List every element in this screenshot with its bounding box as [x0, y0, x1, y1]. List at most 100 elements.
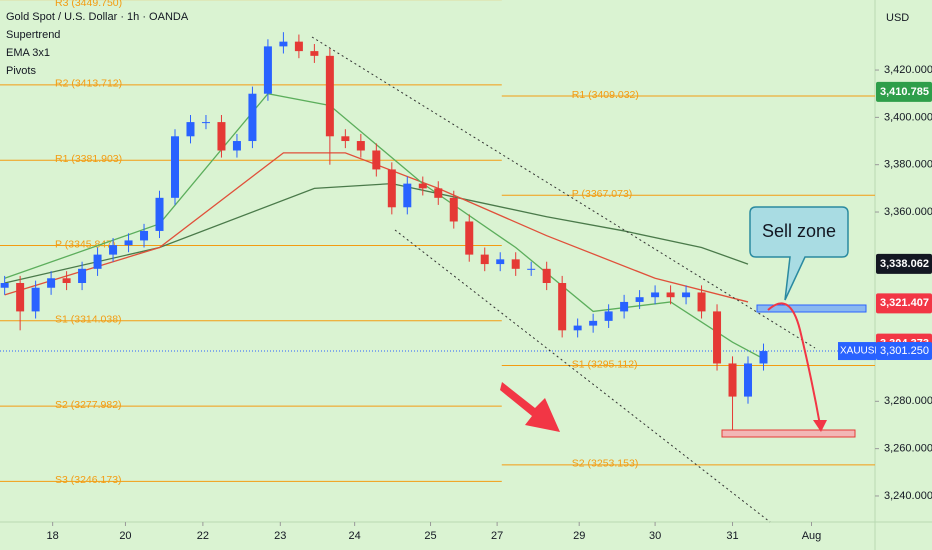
candle-body: [78, 268, 87, 284]
price-tag: [876, 342, 932, 361]
candle-body: [604, 311, 613, 321]
x-tick-label: 31: [726, 530, 738, 542]
candle-body: [372, 150, 381, 170]
candle-body: [558, 283, 567, 331]
price-tag-label: 3,301.250: [880, 345, 929, 357]
candle-body: [403, 183, 412, 208]
candle-body: [93, 254, 102, 269]
x-tick-label: 25: [424, 530, 436, 542]
candle-body: [635, 297, 644, 302]
currency-label: USD: [886, 12, 909, 24]
y-tick-label: 3,400.000: [884, 111, 932, 123]
price-tag-label: 3,410.785: [880, 86, 929, 98]
candle-body: [310, 51, 319, 56]
price-tag: [876, 81, 932, 102]
indicator-line: [4, 182, 749, 284]
legend-item: Supertrend: [6, 29, 60, 41]
candle-body: [186, 122, 195, 137]
down-arrow: [500, 382, 560, 432]
pivot-label: S1 (3314.038): [55, 314, 122, 326]
pivot-label: S2 (3277.982): [55, 399, 122, 411]
candle-body: [713, 311, 722, 364]
candle-body: [449, 197, 458, 222]
candle-body: [47, 278, 56, 288]
projection-arrow: [767, 302, 821, 426]
candle-body: [279, 41, 288, 47]
y-tick-label: 3,260.000: [884, 443, 932, 455]
symbol-tag-label: XAUUSD: [840, 346, 882, 357]
candle-body: [651, 292, 660, 298]
pivot-label: R2 (3413.712): [55, 78, 122, 90]
pivot-label: P (3345.847): [55, 238, 116, 250]
y-tick-label: 3,420.000: [884, 64, 932, 76]
candle-body: [682, 292, 691, 298]
pivot-label: R1 (3381.903): [55, 153, 122, 165]
price-tag-label: 3,338.062: [880, 258, 929, 270]
pivot-label: R1 (3409.032): [572, 89, 639, 101]
x-tick-label: Aug: [802, 530, 822, 542]
candle-body: [263, 46, 272, 94]
callout: [749, 206, 849, 301]
candle-body: [697, 292, 706, 312]
candle-body: [232, 141, 241, 151]
plot: R3 (3449.750) R2 (3413.712) R1 (3381.903) P…: [0, 0, 875, 486]
y-tick-label: 3,380.000: [884, 159, 932, 171]
y-tick-label: 3,280.000: [884, 395, 932, 407]
candle-body: [744, 363, 753, 397]
candle-body: [325, 55, 334, 137]
pivot-label: S2 (3253.153): [572, 458, 639, 470]
price-tag-label: 3,321.407: [880, 297, 929, 309]
target-box: [721, 429, 856, 438]
candle-body: [248, 93, 257, 142]
candle-body: [434, 188, 443, 198]
candle-body: [294, 41, 303, 52]
pivot-label: R3 (3449.750): [55, 0, 122, 9]
candle-body: [171, 136, 179, 198]
legend-item: Pivots: [6, 65, 36, 77]
chart-title: Gold Spot / U.S. Dollar · 1h · OANDA: [6, 11, 189, 23]
candle-body: [542, 268, 551, 284]
candle-body: [124, 240, 133, 246]
candle-body: [109, 245, 118, 255]
candle-body: [527, 268, 536, 270]
candle-body: [511, 259, 520, 269]
candle-body: [496, 259, 505, 265]
candle-body: [31, 287, 40, 312]
candle-body: [465, 221, 474, 255]
callout-text: Sell zone: [762, 221, 836, 241]
symbol-tag: [838, 342, 876, 361]
x-tick-label: 24: [349, 530, 361, 542]
candle-body: [666, 292, 675, 298]
x-tick-label: 23: [274, 530, 286, 542]
price-tag: [876, 293, 932, 314]
candle-body: [387, 169, 396, 208]
candle-body: [728, 363, 737, 397]
channel-line: [394, 229, 771, 523]
candle-body: [62, 278, 71, 284]
candle-body: [140, 230, 149, 241]
candle-body: [620, 301, 629, 312]
candle-body: [573, 325, 582, 331]
pivot-label: P (3367.073): [572, 188, 633, 200]
x-tick-label: 27: [491, 530, 503, 542]
candle-body: [418, 183, 427, 189]
y-tick-label: 3,240.000: [884, 490, 932, 502]
x-tick-label: 18: [47, 530, 59, 542]
candle-body: [0, 283, 9, 288]
pivot-label: S3 (3246.173): [55, 474, 122, 486]
candle-body: [589, 320, 598, 326]
y-tick-label: 3,360.000: [884, 206, 932, 218]
arrow-head: [813, 420, 827, 432]
candle-body: [759, 351, 768, 364]
candle-body: [341, 136, 350, 142]
x-tick-label: 22: [197, 530, 209, 542]
x-tick-label: 29: [573, 530, 585, 542]
sell-zone-box: [756, 304, 867, 313]
x-tick-label: 30: [649, 530, 661, 542]
candle-body: [356, 141, 365, 151]
candle-body: [480, 254, 489, 265]
candle-body: [155, 197, 164, 231]
legend-item: EMA 3x1: [6, 47, 50, 59]
